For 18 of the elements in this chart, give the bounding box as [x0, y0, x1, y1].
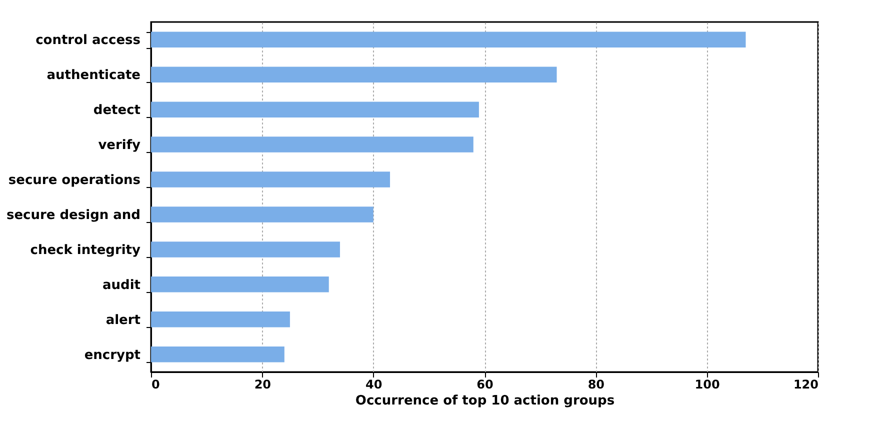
y-tick-label: check integrity: [30, 242, 142, 258]
y-tick-label: encrypt: [84, 348, 140, 363]
y-tick-label: secure operations: [8, 173, 141, 188]
x-tick-label: 80: [588, 378, 605, 392]
y-tick-label: alert: [106, 312, 140, 328]
y-tick-label: detect: [93, 103, 140, 118]
x-tick-label: 120: [793, 378, 818, 392]
x-tick-label: 100: [694, 378, 720, 392]
x-tick-label: 40: [365, 378, 382, 392]
x-tick-label: 60: [476, 378, 494, 392]
y-tick-label: authenticate: [46, 68, 141, 84]
y-tick-label: control access: [36, 33, 141, 48]
x-tick-label: 20: [254, 378, 272, 392]
y-tick-label: audit: [102, 278, 140, 293]
x-axis-title: Occurrence of top 10 action groups: [355, 394, 615, 408]
y-tick-label: verify: [98, 138, 142, 154]
y-tick-label: secure design and: [6, 208, 140, 223]
x-tick-label: 0: [152, 378, 160, 392]
